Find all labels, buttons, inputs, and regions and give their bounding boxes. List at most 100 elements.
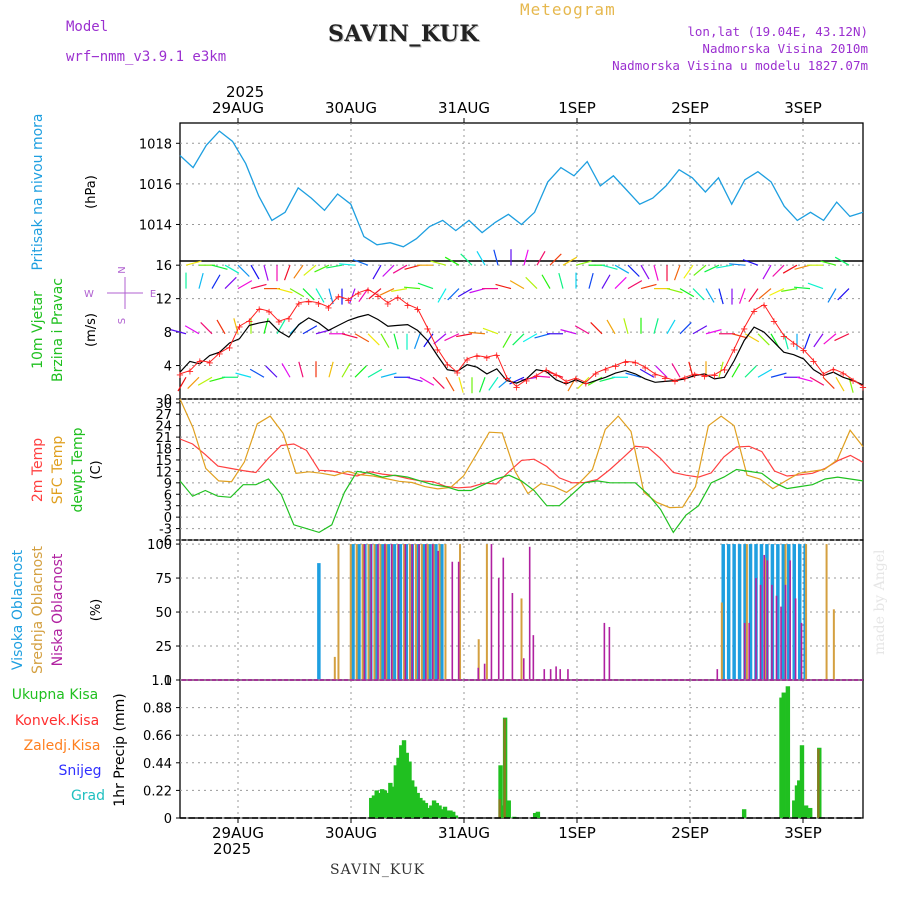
wind-barb: [265, 365, 278, 378]
cloud-bar-niska: [608, 626, 611, 680]
gust-marker: +: [661, 373, 669, 384]
gust-marker: +: [512, 382, 520, 393]
wind-barb: [250, 264, 260, 280]
y-tick-label: 0.22: [143, 784, 172, 799]
cloud-bar-niska: [502, 557, 505, 680]
precip-bar-total: [412, 786, 418, 818]
cloud-bar-visoka: [792, 544, 796, 680]
wind-barb: [341, 363, 351, 378]
wind-barb: [534, 333, 551, 339]
cloud-bar-srednja: [805, 544, 808, 680]
compass-e: E: [150, 289, 156, 300]
wind-barb: [731, 363, 741, 378]
wind-barb: [404, 286, 421, 290]
cloud-bar-srednja: [459, 544, 462, 680]
wind-barb: [769, 288, 785, 296]
y-tick-label: 0: [164, 393, 172, 408]
cloud-bar-niska: [511, 593, 514, 680]
precip-bar-total: [807, 807, 813, 818]
gust-marker: +: [552, 371, 560, 382]
gust-marker: +: [839, 369, 847, 380]
compass-w: W: [84, 289, 94, 300]
wind-barb: [541, 274, 551, 289]
day-label-top: 2SEP: [671, 99, 709, 117]
cloud-bar-visoka: [374, 544, 379, 680]
wind-barb: [809, 376, 825, 386]
precip-bar-total: [785, 686, 791, 818]
year-bottom: 2025: [213, 840, 252, 858]
gust-marker: +: [304, 297, 312, 308]
precip-bar-total: [420, 800, 426, 818]
wind-speed-line: [179, 313, 864, 386]
cloud-bar-niska: [451, 561, 454, 680]
cloud-bar-niska: [743, 622, 746, 680]
wind-barb: [372, 264, 382, 280]
y-tick-label: 15: [155, 454, 172, 469]
wind-barb: [177, 376, 187, 392]
model-label: Model: [66, 19, 109, 35]
cloud-bar-srednja: [333, 656, 336, 680]
cloud-bar-srednja: [408, 544, 411, 680]
precip-bar-total: [410, 780, 415, 818]
wind-barb: [250, 283, 267, 290]
wind-barb: [606, 319, 616, 335]
cloud-bar-niska: [789, 560, 791, 680]
gust-marker: +: [562, 377, 570, 388]
wind-barb: [803, 333, 811, 350]
wind-barb: [354, 333, 370, 343]
gust-marker: +: [176, 370, 184, 381]
wind-barb: [303, 264, 317, 276]
compass-s: S: [117, 318, 128, 324]
wind-barb: [601, 264, 618, 270]
cloud-bar-visoka: [759, 544, 764, 680]
pressure-line: [179, 130, 864, 248]
cloud-bar-niska: [567, 669, 569, 680]
temp-label-dew: dewpt Temp: [70, 427, 86, 512]
pressure-unit: (hPa): [84, 175, 99, 209]
cloud-bar-niska: [370, 544, 373, 680]
wind-barb: [358, 288, 369, 303]
wind-barb: [187, 376, 200, 389]
wind-label-1: 10m Vjetar: [30, 291, 46, 369]
gust-marker: +: [344, 295, 352, 306]
wind-barb: [326, 264, 343, 269]
gust-marker: +: [651, 370, 659, 381]
temp-line-dew: [179, 468, 864, 534]
cloud-bar-niska: [384, 544, 386, 680]
gust-marker: +: [423, 324, 431, 335]
cloud-bar-visoka: [797, 544, 802, 680]
wind-barb: [488, 376, 499, 391]
gust-marker: +: [443, 360, 451, 371]
cloud-bar-visoka: [386, 544, 391, 680]
wind-barb: [209, 376, 226, 382]
wind-barb: [289, 288, 305, 298]
wind-gust-line: [179, 288, 864, 388]
gust-marker: +: [265, 307, 273, 318]
y-tick-label: 6: [164, 488, 172, 503]
gust-marker: +: [710, 371, 718, 382]
compass-n: N: [117, 266, 128, 273]
precip-bar-total: [407, 761, 412, 818]
wind-barb: [430, 260, 447, 266]
wind-barb: [444, 256, 460, 266]
wind-barb: [495, 283, 512, 290]
wind-barb: [614, 264, 630, 274]
cloud-bar-niska: [404, 544, 407, 680]
wind-barb: [341, 333, 358, 339]
precip-bar-total: [779, 697, 784, 818]
cloud-bar-srednja: [485, 544, 488, 680]
station-title: SAVIN_KUK: [328, 21, 479, 47]
wind-barb: [339, 263, 356, 266]
wind-barb: [729, 263, 746, 266]
gust-marker: +: [403, 300, 411, 311]
cloud-bar-srednja: [337, 544, 340, 680]
wind-barb: [476, 251, 486, 266]
precip-bar-total: [431, 800, 437, 818]
temp-unit: (C): [89, 460, 104, 479]
gust-marker: +: [542, 366, 550, 377]
wind-barb: [588, 272, 594, 289]
day-label-top: 1SEP: [558, 99, 596, 117]
cloud-bar-visoka: [748, 544, 753, 680]
gust-marker: +: [760, 300, 768, 311]
cloud-bar-niska: [780, 606, 782, 680]
